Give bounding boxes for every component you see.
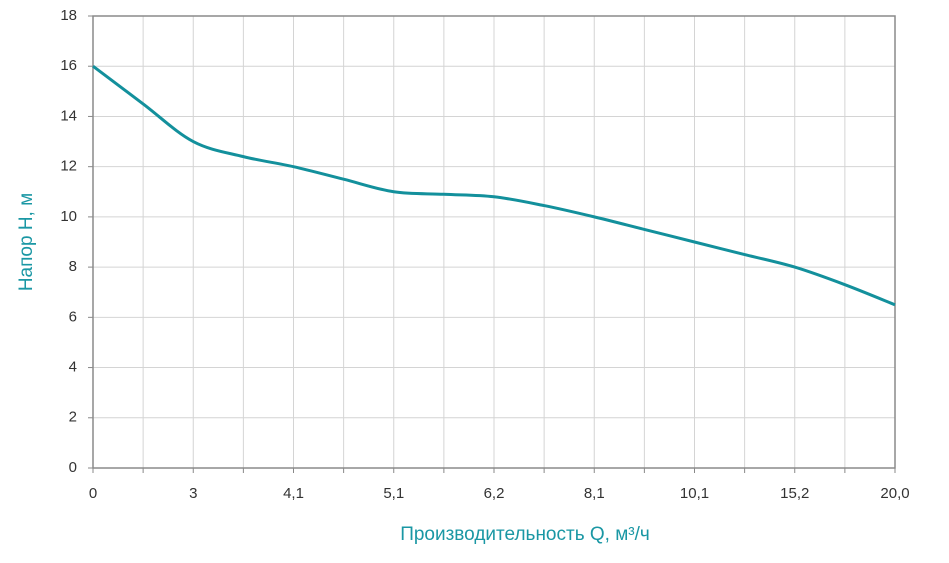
y-tick-label: 6 [69, 308, 77, 325]
y-tick-label: 10 [60, 208, 77, 225]
x-tick-label: 20,0 [880, 485, 909, 502]
x-tick-label: 15,2 [780, 485, 809, 502]
line-series [92, 65, 896, 307]
y-tick-label: 0 [69, 459, 77, 476]
x-tick-label: 5,1 [383, 485, 404, 502]
y-tick-label: 18 [60, 7, 77, 24]
y-tick-label: 8 [69, 258, 77, 275]
y-tick-label: 2 [69, 409, 77, 426]
x-tick-label: 8,1 [584, 485, 605, 502]
x-tick-label: 4,1 [283, 485, 304, 502]
y-tick-label: 12 [60, 158, 77, 175]
y-axis-title: Напор Н, м [16, 193, 37, 291]
y-tick-label: 4 [69, 359, 77, 376]
x-axis-title: Производительность Q, м³/ч [400, 524, 650, 545]
x-tick-label: 6,2 [484, 485, 505, 502]
plot-frame [92, 15, 896, 469]
x-tick-label: 10,1 [680, 485, 709, 502]
y-tick-label: 16 [60, 57, 77, 74]
y-tick-label: 14 [60, 107, 77, 124]
x-tick-label: 3 [189, 485, 197, 502]
x-tick-label: 0 [89, 485, 97, 502]
